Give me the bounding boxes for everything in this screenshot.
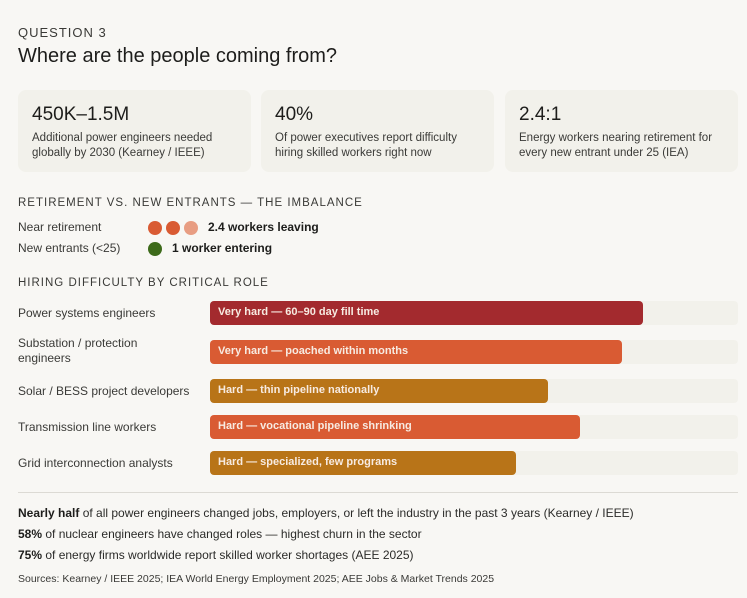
bar-data-label: Very hard — 60–90 day fill time bbox=[218, 306, 380, 318]
imbalance-value: 1 worker entering bbox=[172, 241, 273, 255]
chart-title: HIRING DIFFICULTY BY CRITICAL ROLE bbox=[18, 277, 269, 289]
bar-row: Power systems engineers Very hard — 60–90… bbox=[18, 301, 738, 325]
imbalance-value: 2.4 workers leaving bbox=[208, 220, 319, 234]
stat-card: 40% Of power executives report difficult… bbox=[261, 90, 494, 172]
stat-desc-line: Energy workers nearing retirement for bbox=[519, 132, 713, 144]
bar-data-label: Very hard — poached within months bbox=[218, 345, 409, 357]
stat-desc-line: globally by 2030 (Kearney / IEEE) bbox=[32, 147, 205, 159]
page-title: Where are the people coming from? bbox=[18, 45, 338, 67]
bar: Hard — vocational pipeline shrinking bbox=[210, 415, 580, 439]
bar-data-label: Hard — vocational pipeline shrinking bbox=[218, 420, 412, 432]
stat-desc-line: hiring skilled workers right now bbox=[275, 147, 432, 159]
bar-data-label: Hard — specialized, few programs bbox=[218, 456, 398, 468]
note-text: of energy firms worldwide report skilled… bbox=[42, 548, 414, 562]
imbalance-heading: RETIREMENT VS. NEW ENTRANTS — THE IMBALA… bbox=[18, 197, 363, 209]
stat-cards: 450K–1.5M Additional power engineers nee… bbox=[18, 90, 738, 172]
note-text: of nuclear engineers have changed roles … bbox=[42, 527, 422, 541]
bar-row: Substation / protection engineers Very ha… bbox=[18, 336, 738, 365]
bar-track: Hard — specialized, few programs bbox=[210, 451, 738, 475]
bar-category-label: Grid interconnection analysts bbox=[18, 456, 173, 470]
note-line: Nearly half of all power engineers chang… bbox=[18, 506, 634, 520]
stat-card: 450K–1.5M Additional power engineers nee… bbox=[18, 90, 251, 172]
bar: Hard — specialized, few programs bbox=[210, 451, 516, 475]
stat-description: Energy workers nearing retirement for ev… bbox=[519, 131, 724, 161]
stat-description: Additional power engineers needed global… bbox=[32, 131, 237, 161]
note-emphasis: 58% bbox=[18, 527, 43, 541]
bar: Very hard — poached within months bbox=[210, 340, 622, 364]
sources: Sources: Kearney / IEEE 2025; IEA World … bbox=[18, 573, 495, 585]
imbalance-row-new-entrants: New entrants (<25) 1 worker entering bbox=[18, 240, 418, 258]
bar-data-label: Hard — thin pipeline nationally bbox=[218, 384, 380, 396]
bar-row: Grid interconnection analysts Hard — spec… bbox=[18, 451, 738, 475]
worker-dot-icon bbox=[166, 221, 180, 235]
stat-description: Of power executives report difficulty hi… bbox=[275, 131, 480, 161]
bar-track: Very hard — 60–90 day fill time bbox=[210, 301, 738, 325]
stat-value: 450K–1.5M bbox=[32, 104, 130, 125]
stat-desc-line: Additional power engineers needed bbox=[32, 132, 213, 144]
bar-row: Solar / BESS project developers Hard — th… bbox=[18, 379, 738, 403]
imbalance-label: Near retirement bbox=[18, 220, 102, 234]
bar-track: Hard — vocational pipeline shrinking bbox=[210, 415, 738, 439]
bar-track: Very hard — poached within months bbox=[210, 340, 738, 364]
partial-worker-dot-icon bbox=[184, 221, 198, 235]
imbalance-row-retirement: Near retirement 2.4 workers leaving bbox=[18, 219, 418, 237]
bar-category-label: Solar / BESS project developers bbox=[18, 384, 190, 398]
bar-row: Transmission line workers Hard — vocation… bbox=[18, 415, 738, 439]
stat-value: 40% bbox=[275, 104, 314, 125]
imbalance-label: New entrants (<25) bbox=[18, 241, 121, 255]
divider bbox=[18, 492, 738, 493]
stat-value: 2.4:1 bbox=[519, 104, 562, 125]
bar: Hard — thin pipeline nationally bbox=[210, 379, 548, 403]
note-emphasis: 75% bbox=[18, 548, 43, 562]
bar-category-label: Substation / protection engineers bbox=[18, 336, 138, 365]
question-eyebrow: QUESTION 3 bbox=[18, 25, 107, 40]
note-line: 58% of nuclear engineers have changed ro… bbox=[18, 527, 422, 541]
bar-category-label: Transmission line workers bbox=[18, 420, 157, 434]
bar-category-label: Power systems engineers bbox=[18, 306, 156, 320]
stat-desc-line: every new entrant under 25 (IEA) bbox=[519, 147, 689, 159]
note-emphasis: Nearly half bbox=[18, 506, 80, 520]
bar-track: Hard — thin pipeline nationally bbox=[210, 379, 738, 403]
stat-card: 2.4:1 Energy workers nearing retirement … bbox=[505, 90, 738, 172]
bar: Very hard — 60–90 day fill time bbox=[210, 301, 643, 325]
note-line: 75% of energy firms worldwide report ski… bbox=[18, 548, 414, 562]
note-text: of all power engineers changed jobs, emp… bbox=[79, 506, 634, 520]
stat-desc-line: Of power executives report difficulty bbox=[275, 132, 457, 144]
worker-dot-icon bbox=[148, 221, 162, 235]
worker-dot-icon bbox=[148, 242, 162, 256]
